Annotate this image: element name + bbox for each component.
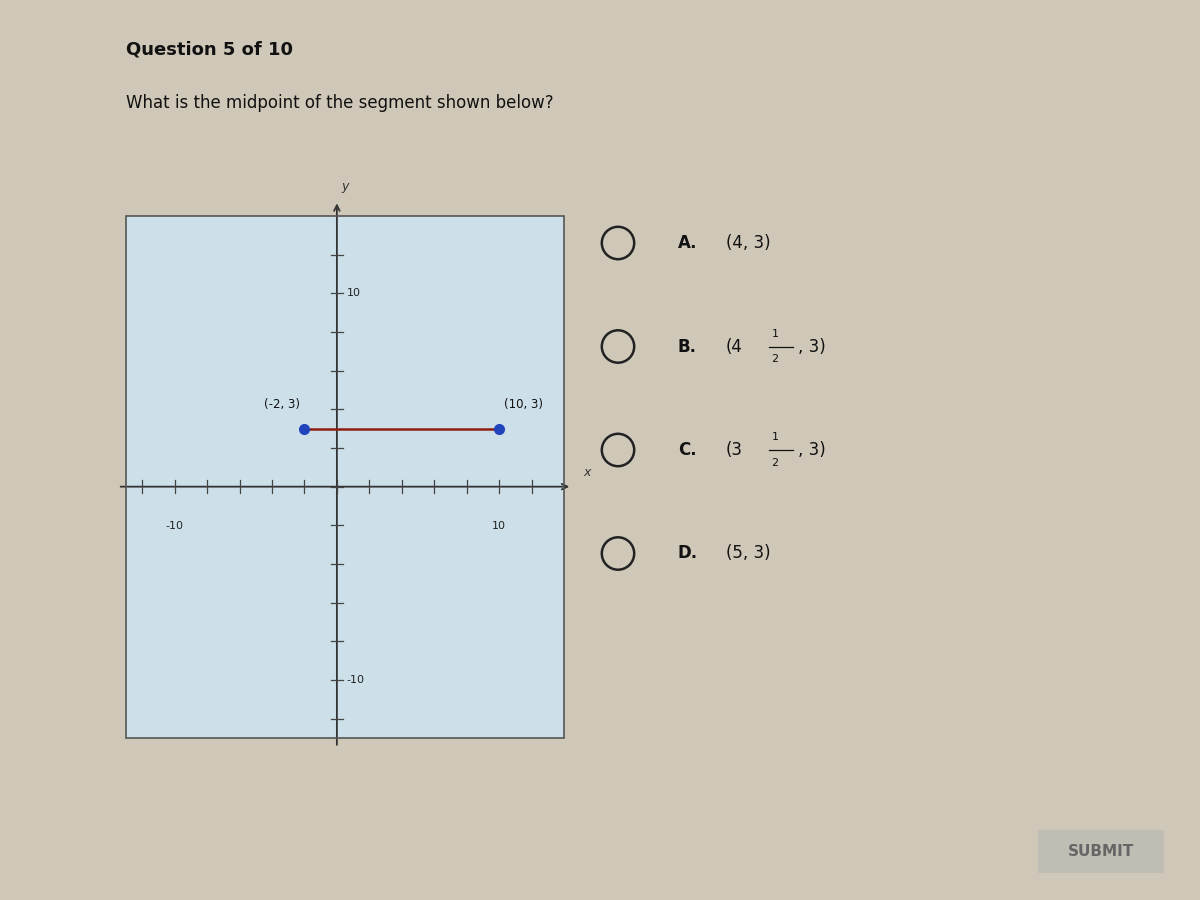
Text: 10: 10 — [492, 521, 506, 532]
Text: 1: 1 — [772, 432, 779, 443]
Text: B.: B. — [678, 338, 697, 356]
Text: (3: (3 — [726, 441, 743, 459]
Text: 1: 1 — [772, 328, 779, 339]
Text: 2: 2 — [772, 354, 779, 364]
Text: 10: 10 — [347, 288, 361, 298]
Text: D.: D. — [678, 544, 698, 562]
Text: -10: -10 — [347, 675, 365, 685]
Text: Question 5 of 10: Question 5 of 10 — [126, 40, 293, 58]
Text: , 3): , 3) — [798, 338, 826, 356]
Text: -10: -10 — [166, 521, 184, 532]
Text: What is the midpoint of the segment shown below?: What is the midpoint of the segment show… — [126, 94, 553, 112]
Text: SUBMIT: SUBMIT — [1068, 844, 1134, 859]
Text: C.: C. — [678, 441, 697, 459]
Text: y: y — [341, 180, 349, 193]
Text: (10, 3): (10, 3) — [504, 399, 542, 411]
Text: 2: 2 — [772, 457, 779, 468]
Text: x: x — [583, 466, 590, 479]
Text: (4: (4 — [726, 338, 743, 356]
Text: (5, 3): (5, 3) — [726, 544, 770, 562]
Text: A.: A. — [678, 234, 697, 252]
Text: (-2, 3): (-2, 3) — [264, 399, 300, 411]
Text: (4, 3): (4, 3) — [726, 234, 770, 252]
Text: , 3): , 3) — [798, 441, 826, 459]
